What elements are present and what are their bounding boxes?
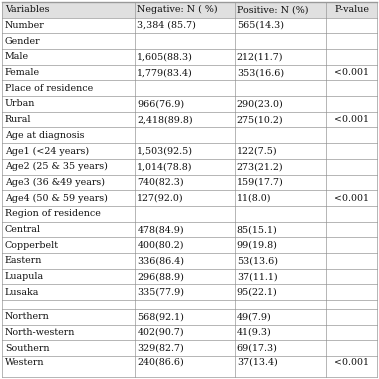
Text: Central: Central [5, 225, 41, 234]
Text: Southern: Southern [5, 343, 49, 352]
Text: 1,605(88.3): 1,605(88.3) [137, 52, 193, 61]
Text: 1,014(78.8): 1,014(78.8) [137, 162, 193, 171]
Text: 3,384 (85.7): 3,384 (85.7) [137, 21, 196, 30]
Text: Place of residence: Place of residence [5, 84, 93, 93]
Text: Number: Number [5, 21, 45, 30]
Text: 400(80.2): 400(80.2) [137, 241, 184, 250]
Text: 275(10.2): 275(10.2) [237, 115, 283, 124]
Text: 11(8.0): 11(8.0) [237, 194, 271, 203]
Text: Age2 (25 & 35 years): Age2 (25 & 35 years) [5, 162, 108, 171]
Text: 478(84.9): 478(84.9) [137, 225, 184, 234]
Text: <0.001: <0.001 [334, 68, 369, 77]
Text: 95(22.1): 95(22.1) [237, 288, 277, 297]
Text: 85(15.1): 85(15.1) [237, 225, 277, 234]
Text: 568(92.1): 568(92.1) [137, 312, 184, 321]
Text: <0.001: <0.001 [334, 194, 369, 203]
Text: 1,779(83.4): 1,779(83.4) [137, 68, 193, 77]
Text: P-value: P-value [334, 5, 369, 14]
Text: 1,503(92.5): 1,503(92.5) [137, 147, 193, 155]
Text: <0.001: <0.001 [334, 115, 369, 124]
Text: 290(23.0): 290(23.0) [237, 99, 283, 108]
Text: North-western: North-western [5, 328, 75, 337]
Text: 966(76.9): 966(76.9) [137, 99, 185, 108]
Text: 565(14.3): 565(14.3) [237, 21, 284, 30]
Text: 41(9.3): 41(9.3) [237, 328, 271, 337]
Text: <0.001: <0.001 [334, 358, 369, 367]
Text: Gender: Gender [5, 37, 41, 45]
Text: Age1 (<24 years): Age1 (<24 years) [5, 146, 89, 156]
Text: 37(11.1): 37(11.1) [237, 272, 277, 281]
Text: 212(11.7): 212(11.7) [237, 52, 283, 61]
Text: 740(82.3): 740(82.3) [137, 178, 184, 187]
Text: 127(92.0): 127(92.0) [137, 194, 184, 203]
Text: 240(86.6): 240(86.6) [137, 358, 184, 367]
Text: 273(21.2): 273(21.2) [237, 162, 283, 171]
Text: Copperbelt: Copperbelt [5, 241, 59, 250]
Text: 335(77.9): 335(77.9) [137, 288, 184, 297]
Text: 159(17.7): 159(17.7) [237, 178, 283, 187]
Text: 37(13.4): 37(13.4) [237, 358, 277, 367]
Text: Age3 (36 &49 years): Age3 (36 &49 years) [5, 178, 105, 187]
Text: Female: Female [5, 68, 40, 77]
Bar [2, 2, 377, 17]
Text: 336(86.4): 336(86.4) [137, 257, 184, 265]
Text: 53(13.6): 53(13.6) [237, 257, 278, 265]
Text: Rural: Rural [5, 115, 31, 124]
Text: 49(7.9): 49(7.9) [237, 312, 271, 321]
Text: Urban: Urban [5, 99, 35, 108]
Text: Eastern: Eastern [5, 257, 42, 265]
Text: Region of residence: Region of residence [5, 209, 101, 218]
Text: Lusaka: Lusaka [5, 288, 39, 297]
Text: Variables: Variables [5, 5, 49, 14]
Text: Positive: N (%): Positive: N (%) [237, 5, 308, 14]
Text: Negative: N ( %): Negative: N ( %) [137, 5, 218, 14]
Text: 296(88.9): 296(88.9) [137, 272, 184, 281]
Text: Luapula: Luapula [5, 272, 44, 281]
Text: 99(19.8): 99(19.8) [237, 241, 278, 250]
Text: Male: Male [5, 52, 29, 61]
Text: Age4 (50 & 59 years): Age4 (50 & 59 years) [5, 194, 108, 203]
Text: 353(16.6): 353(16.6) [237, 68, 284, 77]
Text: Northern: Northern [5, 312, 50, 321]
Text: Age at diagnosis: Age at diagnosis [5, 131, 85, 140]
Text: 69(17.3): 69(17.3) [237, 343, 278, 352]
Text: 402(90.7): 402(90.7) [137, 328, 184, 337]
Text: 329(82.7): 329(82.7) [137, 343, 184, 352]
Text: 2,418(89.8): 2,418(89.8) [137, 115, 193, 124]
Text: Western: Western [5, 358, 44, 367]
Text: 122(7.5): 122(7.5) [237, 147, 277, 155]
